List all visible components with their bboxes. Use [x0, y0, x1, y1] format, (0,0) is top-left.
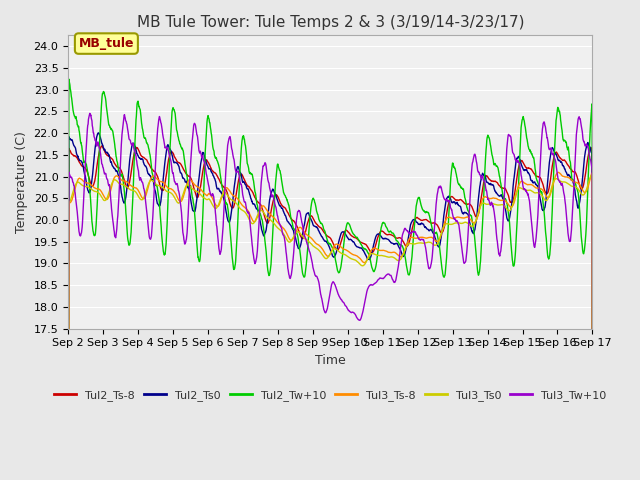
Tul3_Ts0	[105, 191, 113, 196]
Tul3_Ts0	[589, 330, 596, 336]
Y-axis label: Temperature (C): Temperature (C)	[15, 131, 28, 233]
Title: MB Tule Tower: Tule Temps 2 & 3 (3/19/14-3/23/17): MB Tule Tower: Tule Temps 2 & 3 (3/19/14…	[136, 15, 524, 30]
Tul3_Ts0	[307, 240, 315, 246]
Tul2_Ts-8	[589, 330, 596, 336]
Tul2_Tw+10	[105, 122, 113, 128]
Tul2_Ts-8	[64, 330, 72, 336]
Tul2_Ts0	[307, 217, 315, 223]
Tul3_Ts-8	[307, 235, 315, 240]
Tul2_Ts0	[589, 330, 596, 336]
Line: Tul2_Ts0: Tul2_Ts0	[68, 133, 593, 333]
Tul3_Ts-8	[105, 194, 113, 200]
Tul3_Ts0	[298, 232, 305, 238]
Tul3_Ts-8	[555, 169, 563, 175]
Tul3_Tw+10	[298, 219, 306, 225]
Line: Tul2_Tw+10: Tul2_Tw+10	[68, 79, 593, 333]
Tul2_Ts-8	[105, 154, 113, 159]
Tul2_Ts0	[363, 254, 371, 260]
Tul3_Ts0	[588, 172, 596, 178]
Tul3_Ts0	[363, 258, 371, 264]
Line: Tul2_Ts-8: Tul2_Ts-8	[68, 146, 593, 333]
Tul3_Tw+10	[86, 110, 93, 116]
Tul2_Tw+10	[64, 330, 72, 336]
Tul3_Ts-8	[64, 330, 72, 336]
Tul2_Ts-8	[127, 174, 134, 180]
Tul2_Tw+10	[287, 216, 295, 221]
Tul2_Ts0	[94, 130, 102, 136]
Tul2_Tw+10	[589, 330, 596, 336]
Tul3_Tw+10	[363, 289, 371, 295]
Tul2_Ts0	[64, 330, 72, 336]
Tul2_Ts0	[127, 152, 134, 158]
Tul2_Tw+10	[65, 76, 73, 82]
Tul2_Ts0	[298, 237, 306, 242]
Legend: Tul2_Ts-8, Tul2_Ts0, Tul2_Tw+10, Tul3_Ts-8, Tul3_Ts0, Tul3_Tw+10: Tul2_Ts-8, Tul2_Ts0, Tul2_Tw+10, Tul3_Ts…	[50, 385, 611, 405]
Line: Tul3_Ts0: Tul3_Ts0	[68, 175, 593, 333]
Tul3_Ts-8	[363, 258, 371, 264]
Tul3_Tw+10	[105, 182, 113, 188]
Tul3_Ts0	[287, 239, 294, 244]
Tul2_Ts-8	[363, 243, 371, 249]
Tul3_Tw+10	[64, 330, 72, 336]
Tul2_Ts-8	[98, 143, 106, 149]
Tul3_Tw+10	[307, 255, 315, 261]
Tul2_Tw+10	[363, 248, 371, 253]
Tul2_Tw+10	[127, 237, 134, 242]
X-axis label: Time: Time	[315, 354, 346, 367]
Tul3_Ts-8	[589, 330, 596, 336]
Tul3_Tw+10	[589, 330, 596, 336]
Tul2_Ts0	[105, 152, 113, 158]
Tul3_Ts0	[126, 187, 134, 192]
Tul2_Ts0	[287, 223, 295, 228]
Tul3_Ts-8	[298, 225, 305, 231]
Text: MB_tule: MB_tule	[79, 37, 134, 50]
Line: Tul3_Tw+10: Tul3_Tw+10	[68, 113, 593, 333]
Tul3_Ts-8	[126, 182, 134, 188]
Tul3_Ts0	[64, 330, 72, 336]
Tul3_Tw+10	[287, 273, 295, 278]
Tul3_Tw+10	[127, 138, 134, 144]
Tul2_Ts-8	[298, 235, 306, 241]
Line: Tul3_Ts-8: Tul3_Ts-8	[68, 172, 593, 333]
Tul3_Ts-8	[287, 237, 294, 243]
Tul2_Ts-8	[307, 213, 315, 219]
Tul2_Ts-8	[287, 216, 295, 221]
Tul2_Tw+10	[307, 203, 315, 208]
Tul2_Tw+10	[298, 264, 306, 270]
